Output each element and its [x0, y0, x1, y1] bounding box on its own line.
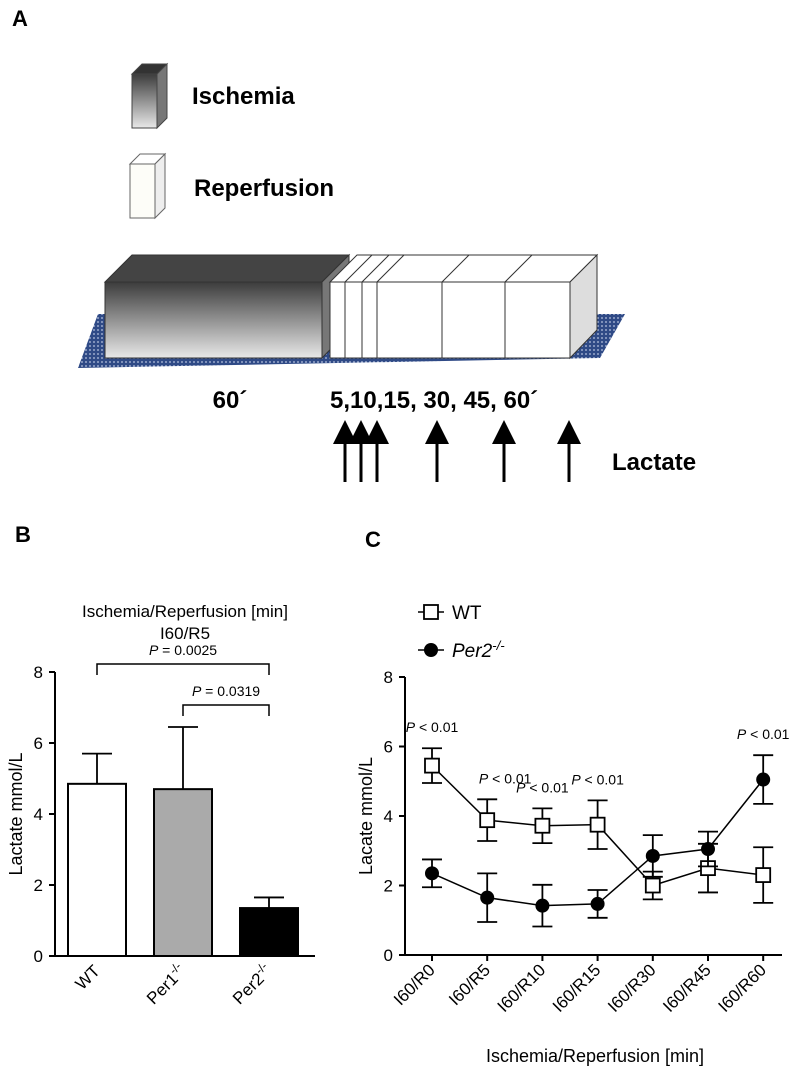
chart-subtitle: I60/R5	[160, 624, 210, 643]
text-part: P	[149, 642, 159, 658]
x-tick-label: I60/R45	[659, 960, 715, 1016]
y-tick-label: 2	[384, 877, 393, 896]
data-point	[425, 866, 439, 881]
text-part: < 0.01	[488, 770, 531, 786]
error-bar	[168, 726, 198, 790]
ischemia-block	[103, 253, 351, 360]
legend-label: Reperfusion	[194, 175, 334, 202]
y-tick-label: 2	[34, 876, 43, 895]
sample-arrows	[333, 420, 581, 482]
significance-label: P = 0.0319	[192, 683, 260, 699]
significance-label: P < 0.01	[737, 726, 790, 742]
significance-label: P < 0.01	[406, 719, 459, 735]
text-part: = 0.0025	[158, 642, 217, 658]
text-part: < 0.01	[746, 726, 789, 742]
text-part: P	[571, 771, 581, 787]
data-point	[645, 848, 660, 863]
text-part: P	[406, 719, 416, 735]
legend-marker	[423, 604, 439, 620]
text-part: P	[192, 683, 202, 699]
significance-bracket	[182, 704, 270, 716]
data-point	[755, 867, 772, 883]
legend-label: Ischemia	[192, 83, 295, 110]
data-point	[590, 896, 605, 911]
error-bar	[82, 752, 112, 784]
x-tick-label: Per1-/-	[141, 959, 190, 1008]
significance-label: P < 0.01	[516, 779, 569, 795]
data-point	[644, 877, 661, 894]
ischemia-time: 60´	[213, 387, 248, 414]
y-tick-label: 8	[384, 668, 393, 687]
y-tick-label: 6	[384, 738, 393, 757]
text-part: P	[516, 779, 526, 795]
error-bar	[254, 896, 284, 909]
bar	[239, 907, 299, 958]
legend-label: Per2-/-	[452, 638, 505, 663]
bar	[153, 788, 213, 958]
y-tick-label: 4	[384, 807, 393, 826]
data-point	[589, 816, 606, 833]
reperfusion-times: 5,10,15, 30, 45, 60´	[330, 387, 538, 414]
panel-label: C	[365, 527, 381, 552]
y-tick-label: 8	[34, 663, 43, 682]
significance-bracket	[96, 663, 270, 675]
text-part: -/-	[492, 638, 505, 653]
data-point	[535, 898, 550, 913]
significance-label: P < 0.01	[571, 771, 624, 787]
panel-label: B	[15, 522, 31, 547]
data-point	[424, 757, 440, 774]
x-tick-label: WT	[72, 961, 104, 993]
text-part: < 0.01	[581, 771, 624, 787]
data-point	[479, 812, 496, 829]
text-part: P	[737, 726, 747, 742]
x-axis-label: Ischemia/Reperfusion [min]	[486, 1046, 704, 1066]
text-part: < 0.01	[415, 719, 458, 735]
data-point	[701, 842, 715, 857]
legend-label: WT	[452, 603, 482, 624]
y-tick-label: 0	[384, 946, 393, 965]
x-tick-label: I60/R30	[604, 960, 660, 1016]
legend-marker	[424, 643, 438, 657]
x-tick-label: I60/R0	[390, 960, 439, 1009]
x-tick-label: Per2-/-	[227, 959, 276, 1008]
y-axis-label: Lacate mmol/L	[356, 757, 376, 875]
x-tick-label: I60/R5	[445, 960, 494, 1009]
chart-title: Ischemia/Reperfusion [min]	[82, 602, 288, 621]
x-tick-label: I60/R10	[494, 960, 550, 1016]
data-point	[480, 890, 495, 905]
y-axis-label: Lactate mmol/L	[6, 752, 26, 875]
data-point	[756, 772, 771, 787]
data-point	[534, 817, 551, 834]
panel-label: A	[12, 6, 28, 31]
significance-label: P < 0.01	[479, 770, 532, 786]
y-tick-label: 0	[34, 947, 43, 966]
reperfusion-block	[328, 253, 599, 360]
legend-reperfusion-cube	[128, 152, 167, 220]
legend-ischemia-cube	[130, 62, 169, 130]
sample-label: Lactate	[612, 449, 696, 476]
bar	[67, 782, 127, 958]
y-tick-label: 4	[34, 805, 43, 824]
x-tick-label: I60/R60	[714, 960, 770, 1016]
y-tick-label: 6	[34, 734, 43, 753]
text-part: < 0.01	[525, 779, 568, 795]
x-tick-label: I60/R15	[549, 960, 605, 1016]
text-part: P	[479, 770, 489, 786]
text-part: Per2	[452, 641, 493, 662]
text-part: = 0.0319	[201, 683, 260, 699]
significance-label: P = 0.0025	[149, 642, 217, 658]
